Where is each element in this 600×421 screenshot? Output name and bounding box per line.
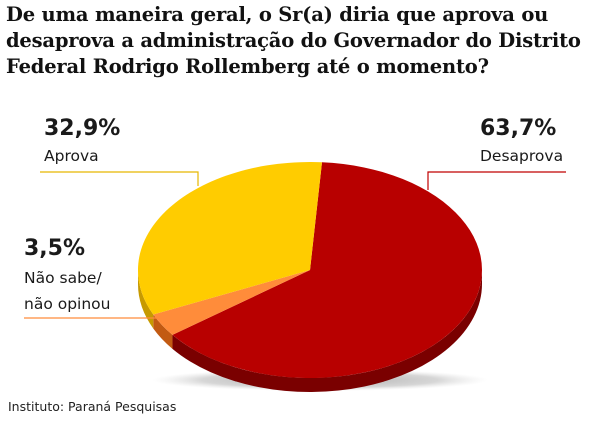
leader-desaprova [427, 171, 566, 190]
aprova-label: Aprova [44, 147, 99, 165]
leader-aprova [40, 171, 199, 186]
slice-side-n-o-sabe-n-o-opinou [153, 314, 173, 349]
nao-sabe-label-line1: Não sabe/ [24, 269, 102, 287]
pie-top [137, 162, 482, 379]
pie-depth [138, 270, 482, 392]
chart-title: De uma maneira geral, o Sr(a) diria que … [6, 3, 581, 78]
leader-lines [24, 171, 566, 319]
desaprova-value-label: 63,7% [480, 116, 557, 141]
desaprova-label: Desaprova [480, 147, 564, 165]
slice-n-o-sabe-n-o-opinou [153, 270, 310, 335]
slice-aprova [137, 162, 322, 315]
source-note: Instituto: Paraná Pesquisas [8, 399, 177, 414]
slice-side-aprova [138, 270, 154, 329]
slice-side-desaprova [172, 270, 482, 392]
nao-sabe-value-label: 3,5% [24, 236, 86, 261]
slice-desaprova [172, 162, 482, 379]
nao-sabe-label-line2: não opinou [24, 295, 111, 313]
aprova-value-label: 32,9% [44, 116, 121, 141]
